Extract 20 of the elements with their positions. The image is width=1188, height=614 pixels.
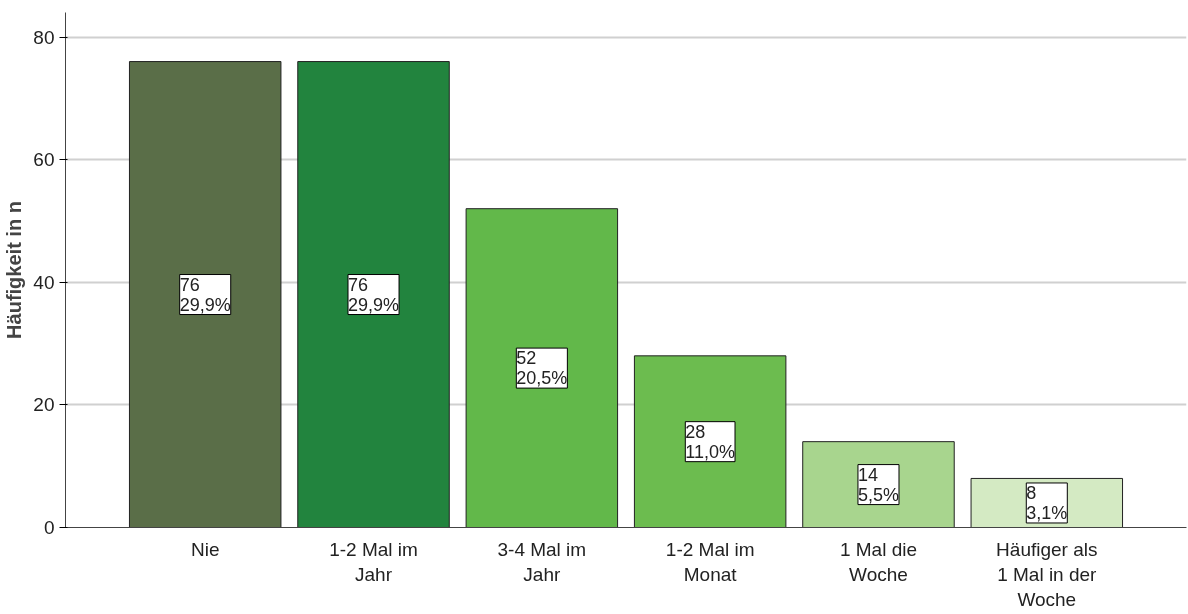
bar: [465, 208, 619, 528]
data-label: 76 29,9%: [179, 274, 231, 315]
y-tick-label: 0: [43, 517, 55, 538]
bar: [633, 355, 787, 528]
x-tick-label: 3-4 Mal im Jahr: [497, 538, 587, 585]
data-label: 52 20,5%: [516, 348, 568, 389]
x-tick-label: Nie: [190, 538, 220, 560]
x-tick-label: 1-2 Mal im Jahr: [329, 538, 418, 585]
x-tick-label: 1-2 Mal im Monat: [665, 538, 755, 585]
data-label: 76 29,9%: [348, 274, 400, 315]
x-tick-label: 1 Mal die Woche: [839, 538, 918, 585]
bar: [297, 61, 450, 528]
y-axis-title: Häufigkeit in n: [3, 201, 26, 339]
y-tick-label: 40: [33, 271, 55, 293]
y-tick-label: 60: [33, 149, 55, 171]
x-tick-label: Häufiger als 1 Mal in der Woche: [996, 538, 1098, 610]
data-label: 8 3,1%: [1026, 482, 1068, 523]
y-tick-label: 20: [33, 394, 55, 416]
y-tick-label: 80: [33, 26, 55, 48]
bar: [128, 61, 282, 528]
